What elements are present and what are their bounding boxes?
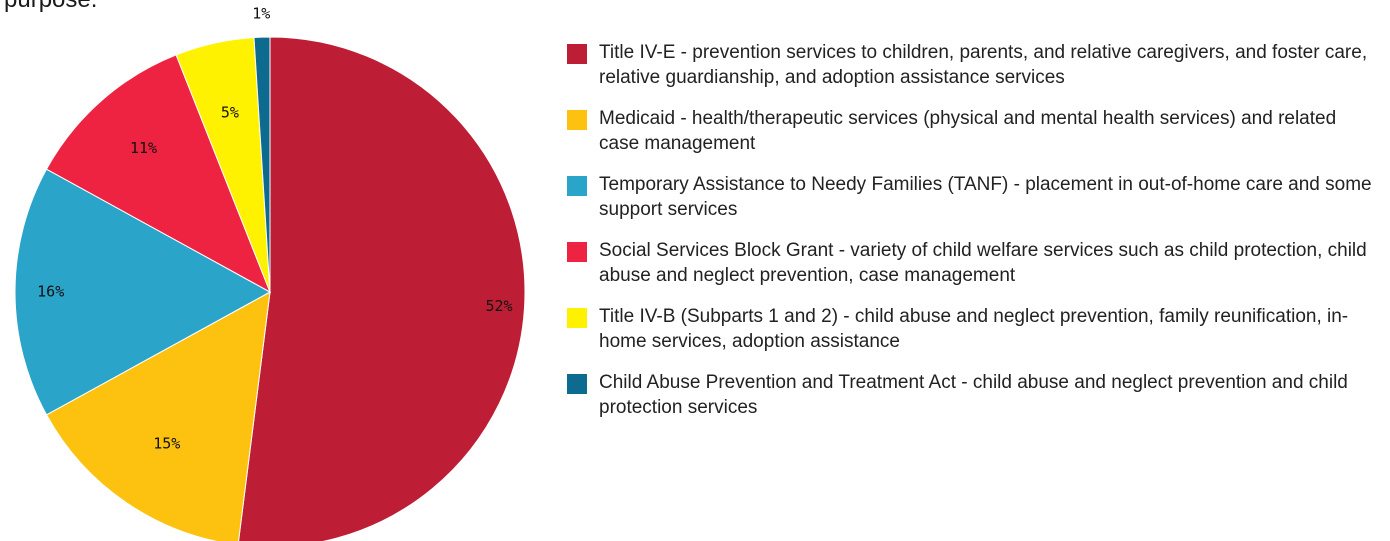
legend-label-title-iv-e: Title IV-E - prevention services to chil… (599, 42, 1368, 88)
legend-label-ssbg: Social Services Block Grant - variety of… (599, 240, 1367, 286)
legend-label-tanf: Temporary Assistance to Needy Families (… (599, 174, 1372, 220)
pie-slice (238, 36, 526, 541)
legend-item-capta: Child Abuse Prevention and Treatment Act… (567, 370, 1377, 436)
legend-item-medicaid: Medicaid - health/therapeutic services (… (567, 106, 1377, 172)
pie-slice-label: 15% (153, 434, 180, 452)
legend-label-medicaid: Medicaid - health/therapeutic services (… (599, 108, 1337, 154)
legend-label-title-iv-b: Title IV-B (Subparts 1 and 2) - child ab… (599, 306, 1349, 352)
pie-slice (253, 36, 271, 293)
legend-swatch-ssbg (567, 242, 587, 262)
pie-slices (14, 36, 526, 541)
intro-text-fragment: purpose. (4, 0, 97, 14)
legend-label-capta: Child Abuse Prevention and Treatment Act… (599, 372, 1348, 418)
legend-swatch-title-iv-e (567, 44, 587, 64)
pie-slice-label: 16% (37, 283, 64, 301)
legend-item-ssbg: Social Services Block Grant - variety of… (567, 238, 1377, 304)
legend-swatch-title-iv-b (567, 308, 587, 328)
legend-swatch-capta (567, 374, 587, 394)
pie-slice-label: 1% (252, 5, 270, 23)
pie-slice-label: 52% (486, 297, 513, 315)
pie-chart: 52% 15% 16% 11% 5% 1% (14, 5, 526, 541)
pie-slice (45, 54, 271, 294)
legend-item-title-iv-e: Title IV-E - prevention services to chil… (567, 40, 1377, 106)
legend-item-title-iv-b: Title IV-B (Subparts 1 and 2) - child ab… (567, 304, 1377, 370)
chart-legend: Title IV-E - prevention services to chil… (567, 40, 1377, 436)
legend-item-tanf: Temporary Assistance to Needy Families (… (567, 172, 1377, 238)
pie-slice (14, 168, 272, 416)
legend-swatch-medicaid (567, 110, 587, 130)
pie-slice-label: 5% (221, 103, 239, 121)
pie-slice-label: 11% (130, 139, 157, 157)
legend-swatch-tanf (567, 176, 587, 196)
pie-labels: 52% 15% 16% 11% 5% 1% (37, 5, 512, 453)
